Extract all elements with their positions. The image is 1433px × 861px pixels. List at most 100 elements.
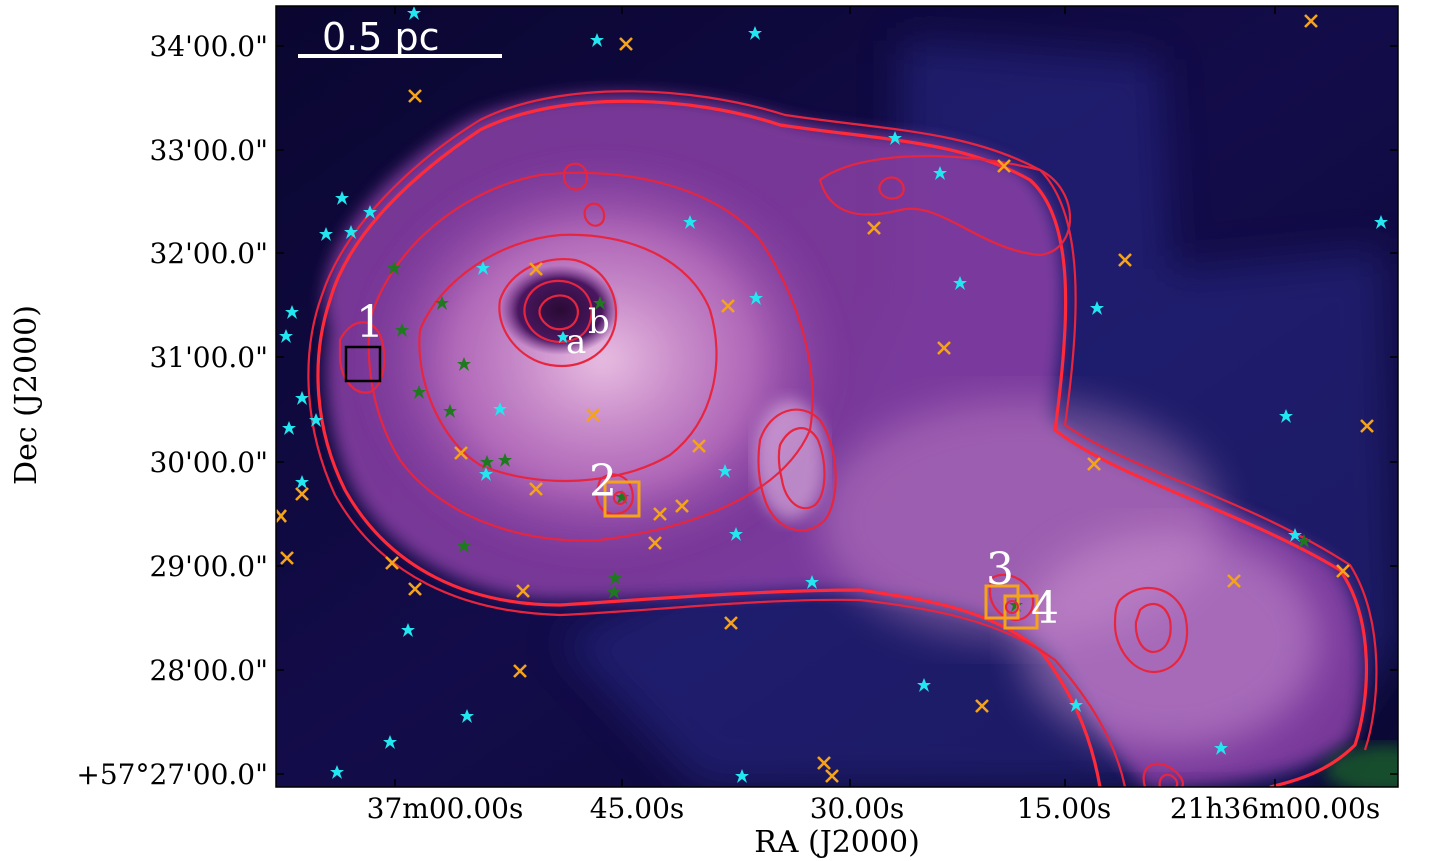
orange-cross-icon: [721, 299, 735, 313]
x-tick-label: 30.00s: [810, 792, 905, 825]
green-star-icon: [607, 585, 621, 599]
orange-cross-icon: [1227, 574, 1241, 588]
cyan-star-icon: [335, 191, 349, 205]
plot-frame: [275, 5, 1399, 788]
orange-cross-icon: [648, 536, 662, 550]
cyan-star-icon: [748, 26, 762, 40]
cyan-star-icon: [805, 575, 819, 589]
source-label-2: 2: [589, 456, 617, 507]
cyan-star-icon: [1069, 698, 1083, 712]
source-box-3: [984, 584, 1020, 620]
green-star-icon: [457, 539, 471, 553]
cyan-star-icon: [309, 413, 323, 427]
cyan-star-icon: [718, 464, 732, 478]
orange-cross-icon: [937, 341, 951, 355]
sky-image: 0.5 pc 1 2 3 4 a b: [276, 6, 1398, 787]
source-dot: [1005, 600, 1019, 614]
green-star-icon: [498, 453, 512, 467]
sub-label-b: b: [588, 302, 610, 342]
orange-cross-icon: [408, 89, 422, 103]
cyan-star-icon: [401, 623, 415, 637]
cyan-star-icon: [285, 305, 299, 319]
cyan-star-icon: [590, 33, 604, 47]
orange-cross-icon: [280, 551, 294, 565]
cyan-star-icon: [460, 709, 474, 723]
x-tick-label: 37m00.00s: [367, 792, 524, 825]
orange-cross-icon: [1118, 253, 1132, 267]
green-star-icon: [387, 261, 401, 275]
cyan-star-markers: [279, 6, 1388, 783]
source-box-1: [344, 345, 382, 383]
cyan-star-icon: [917, 678, 931, 692]
cyan-star-icon: [344, 225, 358, 239]
cyan-star-icon: [888, 131, 902, 145]
contour-lines: [307, 90, 1378, 787]
y-tick-label: 31'00.0": [149, 341, 268, 374]
orange-cross-icon: [825, 769, 839, 783]
orange-cross-icon: [586, 408, 600, 422]
cyan-star-icon: [749, 291, 763, 305]
cyan-star-icon: [383, 735, 397, 749]
y-axis-ticks: [276, 45, 1398, 775]
green-star-icon: [412, 385, 426, 399]
orange-cross-icon: [692, 439, 706, 453]
source-label-1: 1: [356, 297, 384, 348]
green-star-icon: [1297, 534, 1311, 548]
orange-cross-icon: [1304, 14, 1318, 28]
x-axis-title: RA (J2000): [754, 825, 920, 860]
source-box-2: [603, 480, 641, 518]
y-tick-label: 28'00.0": [149, 654, 268, 687]
orange-cross-icon: [529, 482, 543, 496]
cyan-star-icon: [933, 166, 947, 180]
cyan-star-icon: [279, 329, 293, 343]
y-axis-title: Dec (J2000): [9, 305, 44, 485]
orange-cross-icon: [653, 507, 667, 521]
green-star-icon: [593, 296, 607, 310]
x-axis-ticks: [394, 6, 1276, 787]
green-star-icon: [435, 296, 449, 310]
cyan-star-icon: [735, 769, 749, 783]
y-tick-label: 34'00.0": [149, 30, 268, 63]
orange-cross-icon: [997, 159, 1011, 173]
orange-cross-icon: [817, 756, 831, 770]
y-tick-label: 33'00.0": [149, 134, 268, 167]
cyan-star-icon: [1374, 215, 1388, 229]
cyan-star-icon: [1090, 301, 1104, 315]
cyan-star-icon: [282, 421, 296, 435]
green-star-icon: [608, 571, 622, 585]
cyan-star-icon: [1279, 409, 1293, 423]
x-tick-label: 15.00s: [1017, 792, 1112, 825]
orange-cross-icon: [454, 446, 468, 460]
orange-cross-icon: [529, 262, 543, 276]
orange-cross-icon: [867, 221, 881, 235]
orange-cross-icon: [1360, 419, 1374, 433]
green-star-icon: [395, 323, 409, 337]
orange-cross-markers: [276, 14, 1374, 783]
x-tick-label: 45.00s: [590, 792, 685, 825]
orange-cross-icon: [516, 584, 530, 598]
orange-cross-icon: [295, 487, 309, 501]
cyan-star-icon: [295, 391, 309, 405]
cyan-star-icon: [953, 276, 967, 290]
source-box-4: [1003, 594, 1039, 630]
cyan-star-icon: [330, 765, 344, 779]
orange-cross-icon: [1336, 564, 1350, 578]
orange-cross-icon: [1087, 457, 1101, 471]
orange-cross-icon: [975, 699, 989, 713]
cyan-star-icon: [295, 475, 309, 489]
orange-cross-icon: [408, 582, 422, 596]
cyan-star-icon: [493, 402, 507, 416]
cyan-star-icon: [1214, 741, 1228, 755]
orange-cross-icon: [513, 664, 527, 678]
y-tick-label: 29'00.0": [149, 550, 268, 583]
source-dot: [613, 491, 627, 505]
cyan-star-icon: [319, 227, 333, 241]
cyan-star-icon: [476, 261, 490, 275]
x-tick-label: 21h36m00.00s: [1170, 792, 1380, 825]
orange-cross-icon: [276, 509, 287, 523]
orange-cross-icon: [385, 556, 399, 570]
source-label-4: 4: [1031, 583, 1059, 634]
cyan-star-icon: [683, 215, 697, 229]
orange-cross-icon: [619, 37, 633, 51]
